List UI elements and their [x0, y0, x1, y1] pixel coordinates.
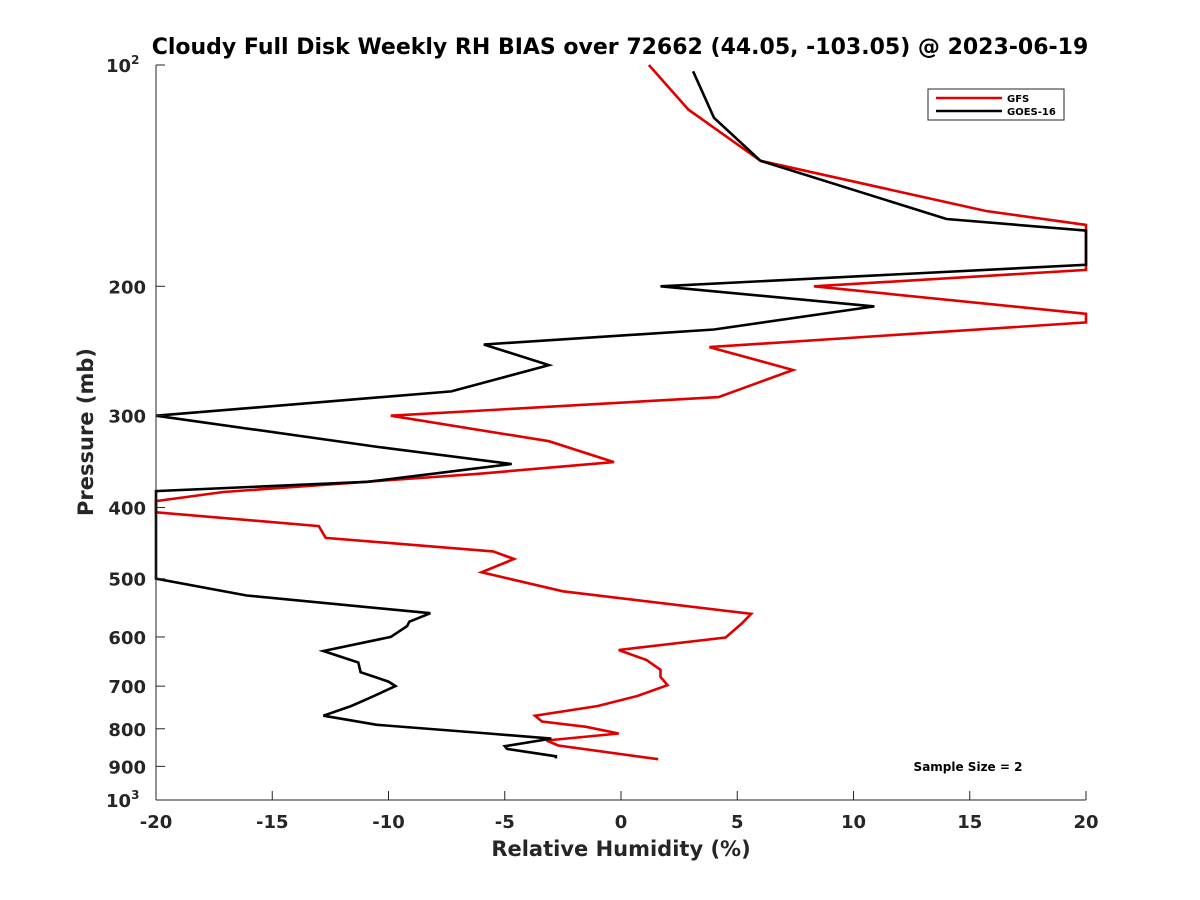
y-tick-label: 300 [108, 407, 146, 428]
legend-label: GOES-16 [1007, 107, 1056, 118]
legend-entries: GFS GOES-16 [936, 94, 1056, 118]
x-tick-label: -5 [495, 812, 515, 833]
x-tick-label: 0 [615, 812, 628, 833]
y-tick-label: 500 [108, 570, 146, 591]
plot-background [156, 65, 1086, 800]
x-tick-label: -10 [372, 812, 405, 833]
sample-size-annotation: Sample Size = 2 [914, 760, 1023, 774]
y-tick-label: 400 [108, 499, 146, 520]
x-tick-label: 15 [957, 812, 982, 833]
series-line-gfs [154, 64, 1088, 761]
y-tick-label: 103 [106, 788, 139, 812]
series-layer [154, 64, 1088, 761]
y-axis-label: Pressure (mb) [74, 348, 98, 516]
x-tick-label: -15 [256, 812, 289, 833]
y-tick-label: 102 [106, 53, 139, 77]
y-tick-label: 700 [108, 677, 146, 698]
x-tick-label: 5 [731, 812, 744, 833]
x-tick-label: -20 [140, 812, 173, 833]
plot-area: -20 -15 -10 -5 0 5 10 15 20 102 200 300 400 500 600 70… [106, 53, 1099, 833]
series-line-goes-16 [154, 70, 1088, 759]
x-axis-ticks: -20 -15 -10 -5 0 5 10 15 20 [140, 791, 1099, 833]
x-tick-label: 10 [841, 812, 866, 833]
y-tick-label: 900 [108, 757, 146, 778]
y-tick-label: 600 [108, 628, 146, 649]
legend-label: GFS [1007, 94, 1029, 105]
chart-title: Cloudy Full Disk Weekly RH BIAS over 726… [152, 35, 1089, 60]
y-tick-label: 200 [108, 277, 146, 298]
x-tick-label: 20 [1073, 812, 1098, 833]
x-axis-label: Relative Humidity (%) [491, 837, 750, 861]
legend: GFS GOES-16 [927, 88, 1065, 121]
y-tick-label: 800 [108, 720, 146, 741]
legend-box [927, 88, 1065, 121]
y-axis-ticks: 102 200 300 400 500 600 700 800 900 103 [106, 53, 165, 812]
